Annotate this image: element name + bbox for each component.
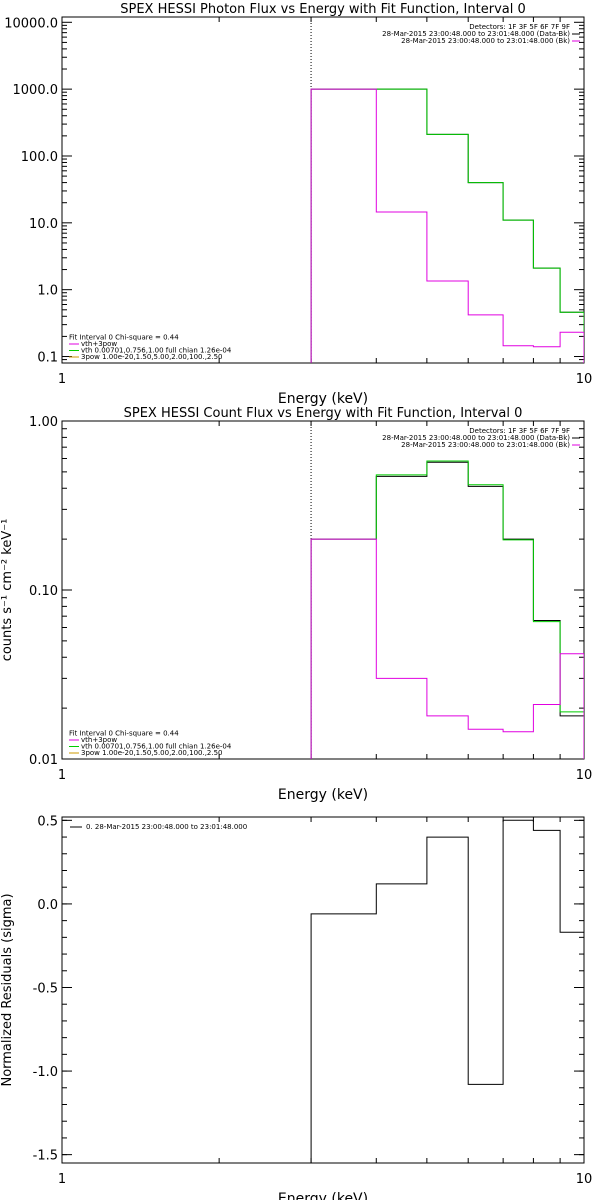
y-tick-label: 1000.0 bbox=[13, 83, 59, 98]
legend-top-entry: Detectors: 1F 3F 5F 6F 7F 9F bbox=[469, 427, 570, 435]
x-tick-label: 10 bbox=[576, 768, 593, 783]
y-tick-label: 0.1 bbox=[37, 351, 58, 366]
y-tick-label: 0.0 bbox=[37, 898, 58, 913]
y-tick-label: 0.10 bbox=[29, 584, 58, 599]
chart-panel-3: 1 10 -1.5 -1.0 -0.5 0.0 0.5 Energy (keV) Normali… bbox=[0, 814, 592, 1200]
x-tick-label: 10 bbox=[576, 372, 593, 387]
x-tick-label: 1 bbox=[58, 372, 66, 387]
series-1-line bbox=[310, 461, 584, 759]
fit-legend-entry: vth 0.00701,0.756,1.00 full chian 1.26e-… bbox=[81, 347, 232, 355]
plot-frame bbox=[61, 420, 585, 760]
y-tick-label: 10000.0 bbox=[4, 16, 58, 31]
legend-top-entry: 28-Mar-2015 23:00:48.000 to 23:01:48.000… bbox=[401, 37, 570, 45]
fit-legend-entry: Fit Interval 0 Chi-square = 0.44 bbox=[69, 730, 179, 738]
legend-top-entry: 28-Mar-2015 23:00:48.000 to 23:01:48.000… bbox=[401, 441, 570, 449]
plot-frame bbox=[61, 16, 585, 364]
x-axis-label: Energy (keV) bbox=[278, 1191, 368, 1200]
fit-legend-entry: 3pow 1.00e-20,1.50,5.00,2.00,100.,2.50 bbox=[81, 749, 223, 757]
legend-top-entry: Detectors: 1F 3F 5F 6F 7F 9F bbox=[469, 23, 570, 31]
series-1-line bbox=[310, 819, 584, 1163]
chart-panel-2: SPEX HESSI Count Flux vs Energy with Fit… bbox=[0, 406, 592, 803]
x-tick-label: 10 bbox=[576, 1172, 593, 1187]
y-tick-label: -0.5 bbox=[33, 981, 58, 996]
fit-legend-entry: 3pow 1.00e-20,1.50,5.00,2.00,100.,2.50 bbox=[81, 353, 223, 361]
series-2-line bbox=[310, 88, 584, 363]
series-2-line bbox=[310, 460, 584, 759]
legend-top-entry: 28-Mar-2015 23:00:48.000 to 23:01:48.000… bbox=[382, 30, 570, 38]
chart-panel-1: SPEX HESSI Photon Flux vs Energy with Fi… bbox=[4, 2, 592, 407]
chart-title: SPEX HESSI Count Flux vs Energy with Fit… bbox=[124, 406, 523, 421]
x-axis-label: Energy (keV) bbox=[278, 391, 368, 407]
fit-legend-entry: Fit Interval 0 Chi-square = 0.44 bbox=[69, 334, 179, 342]
x-tick-label: 1 bbox=[58, 768, 66, 783]
y-tick-label: 0.01 bbox=[29, 753, 58, 768]
x-axis-label: Energy (keV) bbox=[278, 787, 368, 803]
y-tick-label: 10.0 bbox=[29, 217, 58, 232]
legend-top-entry: 28-Mar-2015 23:00:48.000 to 23:01:48.000… bbox=[382, 434, 570, 442]
legend-top-entry: 0. 28-Mar-2015 23:00:48.000 to 23:01:48.… bbox=[86, 823, 247, 831]
y-tick-label: 0.5 bbox=[37, 814, 58, 829]
fit-legend-entry: vth 0.00701,0.756,1.00 full chian 1.26e-… bbox=[81, 743, 232, 751]
y-tick-label: -1.0 bbox=[33, 1065, 58, 1080]
chart-title: SPEX HESSI Photon Flux vs Energy with Fi… bbox=[120, 2, 526, 17]
y-tick-label: -1.5 bbox=[33, 1149, 58, 1164]
plot-frame bbox=[61, 816, 585, 1164]
y-tick-label: 1.0 bbox=[37, 284, 58, 299]
y-tick-label: 1.00 bbox=[29, 415, 58, 430]
y-tick-label: 100.0 bbox=[21, 150, 58, 165]
series-1-line bbox=[310, 88, 584, 363]
x-tick-label: 1 bbox=[58, 1172, 66, 1187]
fit-legend-entry: vth+3pow bbox=[81, 736, 117, 744]
series-3-line bbox=[310, 538, 584, 759]
series-3-line bbox=[310, 88, 584, 363]
y-axis-label: counts s⁻¹ cm⁻² keV⁻¹ bbox=[0, 519, 15, 662]
y-axis-label: Normalized Residuals (sigma) bbox=[0, 893, 15, 1086]
fit-legend-entry: vth+3pow bbox=[81, 340, 117, 348]
